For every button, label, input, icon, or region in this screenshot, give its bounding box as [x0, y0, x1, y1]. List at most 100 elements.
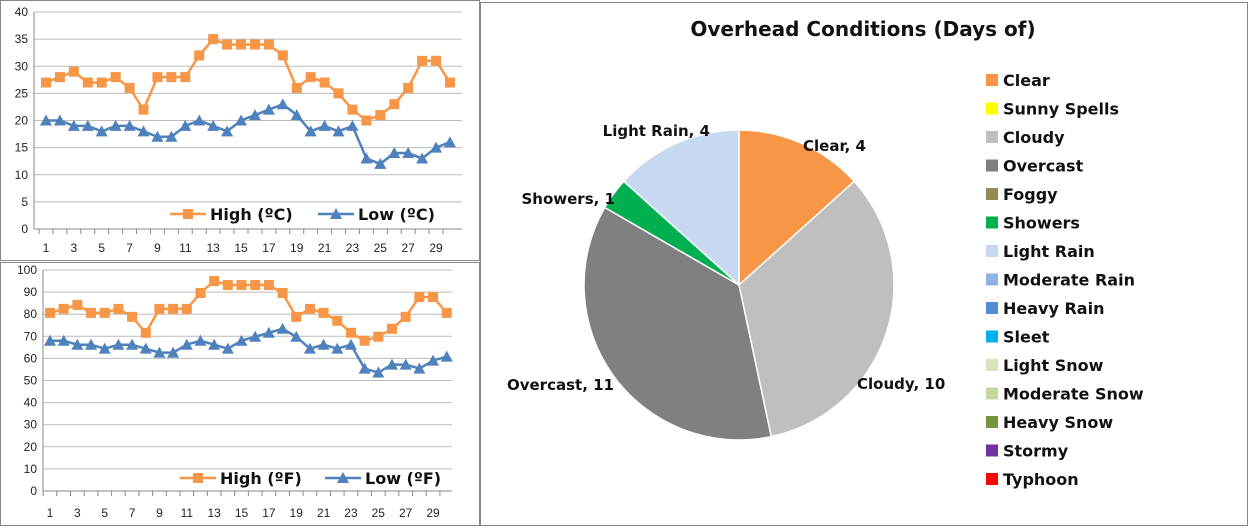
triangle-marker — [388, 147, 401, 159]
legend-label: Heavy Rain — [1003, 299, 1104, 318]
triangle-marker — [318, 119, 331, 131]
legend-label: Overcast — [1003, 157, 1084, 176]
square-marker — [41, 77, 51, 88]
triangle-marker — [44, 334, 56, 346]
square-marker — [389, 99, 400, 110]
square-marker — [82, 77, 93, 88]
pie-data-label: Clear, 4 — [803, 137, 866, 155]
pie-data-label: Showers, 1 — [521, 190, 615, 208]
triangle-marker — [332, 125, 345, 137]
triangle-marker — [330, 208, 342, 219]
triangle-marker — [151, 130, 164, 142]
triangle-marker — [167, 346, 180, 358]
square-marker — [140, 327, 151, 338]
y-tick-label: 0 — [30, 484, 37, 498]
square-marker — [193, 473, 203, 483]
legend-label: Clear — [1003, 71, 1050, 90]
pie-slice-cloudy — [738, 180, 895, 438]
legend-label: Cloudy — [1003, 128, 1065, 147]
triangle-marker — [248, 109, 261, 121]
triangle-marker — [427, 354, 440, 366]
y-tick-label: 15 — [15, 141, 29, 155]
legend-swatch — [986, 102, 998, 115]
square-marker — [291, 82, 302, 93]
legend-label: High (ºF) — [220, 469, 302, 488]
legend-swatch — [986, 216, 998, 229]
square-marker — [110, 72, 121, 83]
x-tick-label: 17 — [262, 506, 276, 520]
x-tick-label: 21 — [318, 241, 332, 255]
y-tick-label: 60 — [24, 351, 38, 365]
x-tick-label: 3 — [74, 506, 81, 520]
legend-label: Light Snow — [1003, 356, 1104, 375]
y-tick-label: 25 — [15, 86, 29, 100]
square-marker — [236, 280, 247, 291]
triangle-marker — [290, 109, 303, 121]
square-marker — [318, 307, 329, 318]
square-marker — [441, 307, 452, 318]
x-tick-label: 7 — [129, 506, 136, 520]
triangle-marker — [360, 152, 373, 164]
square-marker — [195, 287, 206, 298]
triangle-marker — [207, 119, 220, 131]
legend-swatch — [986, 302, 998, 314]
square-marker — [154, 303, 165, 314]
legend-label: Low (ºF) — [365, 469, 441, 488]
pie-data-label: Cloudy, 10 — [857, 375, 945, 393]
triangle-marker — [81, 119, 94, 131]
triangle-marker — [123, 119, 136, 131]
triangle-marker — [208, 338, 221, 350]
square-marker — [444, 77, 455, 88]
square-marker — [209, 276, 220, 287]
x-tick-label: 21 — [317, 506, 331, 520]
square-marker — [347, 104, 358, 115]
y-tick-label: 90 — [24, 285, 38, 299]
triangle-marker — [276, 322, 289, 334]
pie-data-label: Overcast, 11 — [507, 376, 614, 394]
x-tick-label: 1 — [47, 506, 54, 520]
legend-swatch — [986, 273, 998, 286]
square-marker — [332, 315, 343, 326]
x-tick-label: 9 — [156, 506, 163, 520]
legend-label: Moderate Rain — [1003, 271, 1135, 290]
triangle-marker — [416, 152, 429, 164]
square-marker — [431, 55, 442, 66]
x-tick-label: 23 — [344, 506, 358, 520]
triangle-marker — [304, 125, 317, 137]
legend-label: High (ºC) — [210, 205, 293, 224]
legend-swatch — [986, 74, 998, 86]
square-marker — [249, 39, 260, 50]
triangle-marker — [262, 103, 275, 115]
square-marker — [208, 34, 219, 45]
triangle-marker — [126, 338, 139, 350]
triangle-marker — [98, 342, 111, 354]
triangle-marker — [153, 346, 166, 358]
square-marker — [291, 311, 302, 322]
triangle-marker — [443, 136, 456, 148]
legend-swatch — [986, 473, 998, 485]
triangle-marker — [303, 342, 316, 354]
fahrenheit-chart-frame — [0, 262, 480, 526]
triangle-marker — [399, 358, 412, 370]
triangle-marker — [249, 330, 262, 342]
triangle-marker — [165, 130, 178, 142]
legend-swatch — [986, 359, 998, 371]
triangle-marker — [139, 342, 152, 354]
square-marker — [138, 104, 149, 115]
triangle-marker — [346, 119, 359, 131]
pie-slice-clear — [738, 129, 856, 287]
square-marker — [222, 280, 233, 291]
triangle-marker — [262, 326, 275, 338]
legend-label: Typhoon — [1003, 470, 1079, 489]
x-tick-label: 7 — [126, 241, 133, 255]
square-marker — [181, 303, 192, 314]
triangle-marker — [331, 342, 344, 354]
legend-label: Foggy — [1003, 185, 1058, 204]
legend-swatch — [986, 131, 998, 143]
triangle-marker — [180, 338, 193, 350]
y-tick-label: 20 — [24, 440, 38, 454]
x-tick-label: 27 — [402, 241, 416, 255]
x-tick-label: 13 — [206, 241, 220, 255]
y-tick-label: 40 — [15, 5, 29, 19]
